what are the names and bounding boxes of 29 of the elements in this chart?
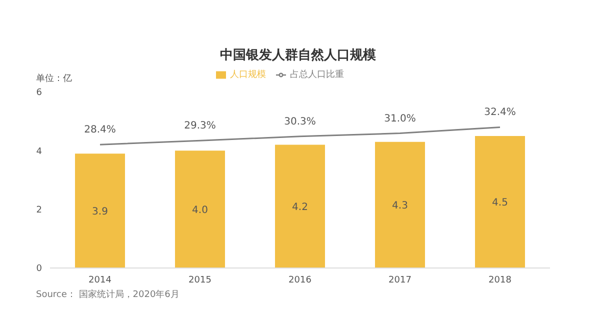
x-tick-label: 2015 (188, 275, 212, 286)
y-tick-label: 6 (36, 88, 42, 98)
data-label: 32.4% (484, 107, 516, 118)
y-axis-title: 单位：亿 (36, 72, 72, 85)
data-label: 4.2 (292, 202, 308, 213)
data-label: 31.0% (384, 113, 416, 124)
bar (175, 150, 225, 268)
x-tick-label: 2016 (288, 275, 312, 286)
x-tick-label: 2017 (388, 275, 412, 286)
data-label: 4.0 (192, 204, 208, 216)
bar (75, 154, 125, 268)
y-tick-label: 0 (36, 264, 42, 274)
legend-label: 占总人口比重 (290, 70, 344, 80)
data-label: 4.5 (492, 198, 508, 209)
data-label: 3.9 (92, 206, 108, 218)
bar (475, 136, 525, 268)
legend-label: 人口规模 (230, 70, 266, 80)
data-label: 28.4% (84, 124, 116, 136)
y-tick-label: 4 (36, 146, 42, 157)
data-label: 29.3% (184, 120, 216, 132)
source-note: Source： 国家统计局，2020年6月 (36, 288, 180, 301)
x-tick-label: 2014 (88, 275, 112, 286)
data-label: 30.3% (284, 116, 316, 128)
y-tick-label: 2 (36, 206, 42, 216)
chart-title: 中国银发人群自然人口规模 (219, 47, 377, 64)
data-label: 4.3 (392, 200, 408, 212)
bar (275, 144, 325, 268)
bar (375, 142, 425, 268)
x-tick-label: 2018 (488, 275, 512, 286)
